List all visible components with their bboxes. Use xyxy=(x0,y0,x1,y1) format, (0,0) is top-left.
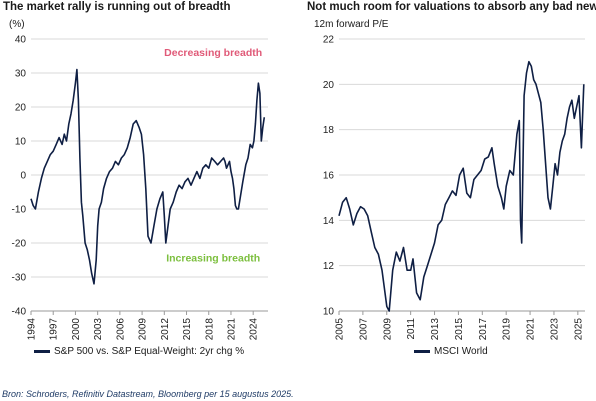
left-y-tick-label: 30 xyxy=(15,69,27,80)
right-x-tick-label: 2007 xyxy=(358,318,369,341)
left-x-tick-label: 2000 xyxy=(71,318,82,341)
right-series-line xyxy=(338,60,585,312)
right-y-tick-label: 16 xyxy=(323,171,335,182)
left-chart-title: The market rally is running out of bread… xyxy=(3,1,231,13)
left-x-tick-label: 2018 xyxy=(204,318,215,341)
right-x-tick-label: 2021 xyxy=(526,318,537,341)
right-y-tick-label: 20 xyxy=(323,80,335,91)
left-legend-label: S&P 500 vs. S&P Equal-Weight: 2yr chg % xyxy=(54,346,245,357)
right-y-tick-label: 18 xyxy=(323,125,335,136)
left-y-tick-label: -40 xyxy=(12,307,27,318)
source-note: Bron: Schroders, Refinitiv Datastream, B… xyxy=(2,389,294,399)
right-x-tick-label: 2019 xyxy=(502,318,513,341)
left-x-tick-label: 1997 xyxy=(49,318,60,341)
left-annotation: Increasing breadth xyxy=(166,253,260,265)
right-legend: MSCI World xyxy=(414,346,488,357)
right-y-tick-label: 12 xyxy=(323,261,335,272)
left-y-tick-label: 40 xyxy=(15,35,27,46)
right-y-tick-label: 10 xyxy=(323,307,335,318)
right-x-tick-label: 2015 xyxy=(454,318,465,341)
left-y-tick-label: 10 xyxy=(15,137,27,148)
right-y-tick-label: 22 xyxy=(323,35,335,46)
left-y-tick-label: -30 xyxy=(12,273,27,284)
left-x-tick-label: 2003 xyxy=(93,318,104,341)
left-x-tick-label: 2024 xyxy=(249,318,260,341)
left-legend-swatch xyxy=(34,350,50,353)
left-y-tick-label: -10 xyxy=(12,205,27,216)
right-x-tick-label: 2013 xyxy=(430,318,441,341)
left-x-tick-label: 2021 xyxy=(226,318,237,341)
right-y-tick-label: 14 xyxy=(323,216,335,227)
right-x-tick-label: 2017 xyxy=(478,318,489,341)
left-annotation: Decreasing breadth xyxy=(164,47,262,59)
left-y-tick-label: 0 xyxy=(20,171,26,182)
left-x-tick-label: 2012 xyxy=(160,318,171,341)
right-unit-label: 12m forward P/E xyxy=(314,19,389,30)
left-x-tick-label: 2009 xyxy=(138,318,149,341)
left-legend: S&P 500 vs. S&P Equal-Weight: 2yr chg % xyxy=(34,346,244,357)
right-x-tick-label: 2025 xyxy=(573,318,584,341)
right-x-tick-label: 2009 xyxy=(382,318,393,341)
left-x-tick-label: 2015 xyxy=(182,318,193,341)
right-x-tick-label: 2005 xyxy=(335,318,346,341)
right-legend-label: MSCI World xyxy=(434,346,488,357)
right-chart-title: Not much room for valuations to absorb a… xyxy=(307,1,596,13)
left-y-tick-label: 20 xyxy=(15,103,27,114)
left-series-line xyxy=(30,68,266,285)
left-y-tick-label: -20 xyxy=(12,239,27,250)
left-x-tick-label: 1994 xyxy=(27,318,38,341)
right-x-tick-label: 2023 xyxy=(549,318,560,341)
left-unit-label: (%) xyxy=(9,19,25,30)
left-x-tick-label: 2006 xyxy=(115,318,126,341)
right-x-tick-label: 2011 xyxy=(406,318,417,340)
right-legend-swatch xyxy=(414,350,430,353)
